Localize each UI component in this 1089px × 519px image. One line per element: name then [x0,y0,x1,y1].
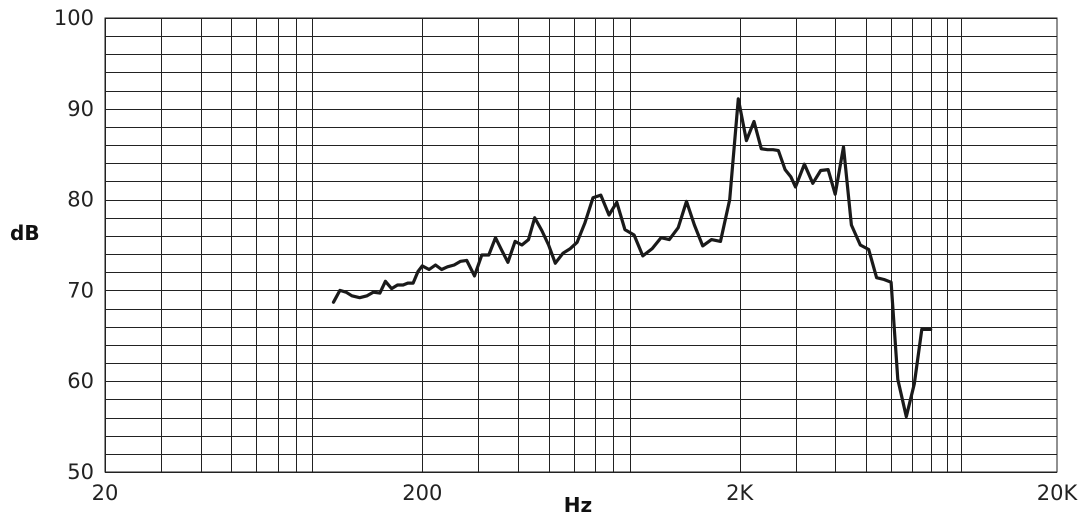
grid-lines [105,18,1057,473]
y-tick-label: 70 [67,278,94,302]
x-tick-labels: 20 200 2K 20K [92,481,1079,505]
x-axis-label: Hz [564,493,592,517]
y-tick-label: 80 [67,188,94,212]
x-tick-label: 2K [726,481,754,505]
response-curve [331,97,933,419]
x-tick-label: 20K [1037,481,1079,505]
y-tick-label: 90 [67,97,94,121]
x-tick-label: 20 [92,481,119,505]
y-tick-label: 100 [54,6,94,30]
y-axis-label: dB [10,221,40,245]
y-tick-label: 60 [67,369,94,393]
x-tick-label: 200 [402,481,442,505]
plot-frame [104,17,1058,473]
y-tick-label: 50 [67,460,94,484]
y-tick-labels: 50 60 70 80 90 100 [54,6,94,484]
